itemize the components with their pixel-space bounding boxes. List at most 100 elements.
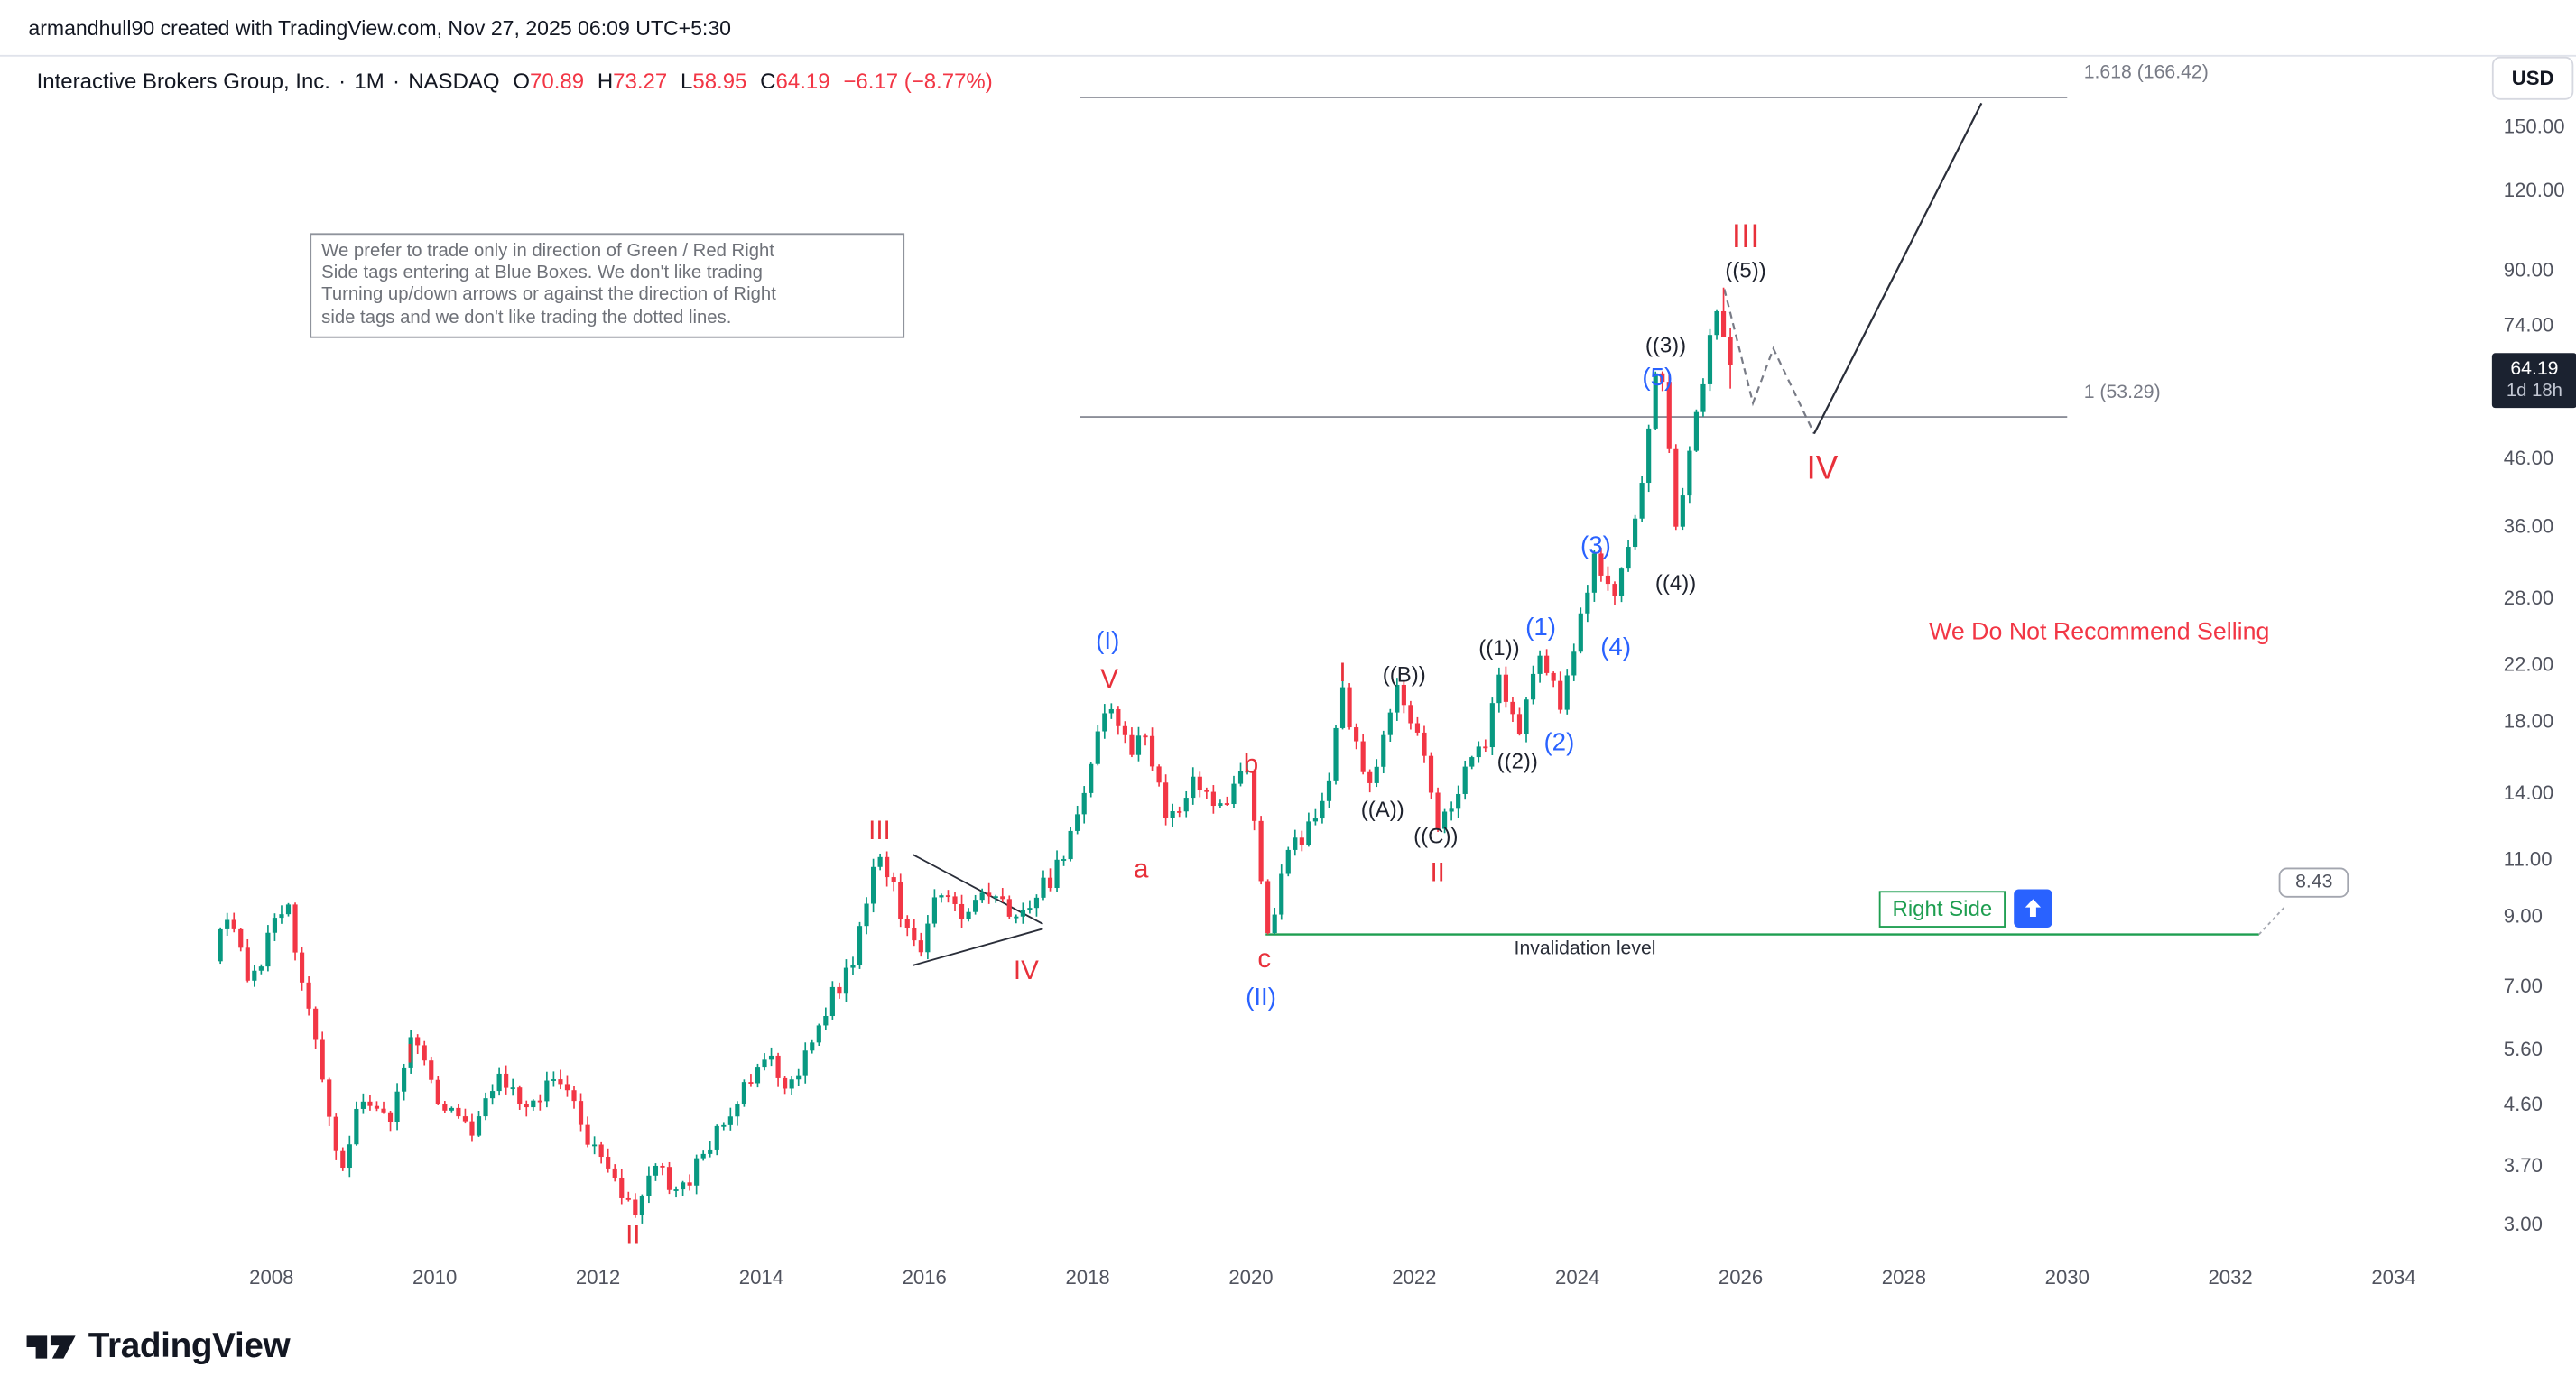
note-line: Turning up/down arrows or against the di… bbox=[321, 285, 776, 306]
price-tick-label: 46.00 bbox=[2503, 446, 2554, 470]
note-line: We prefer to trade only in direction of … bbox=[321, 241, 774, 262]
fib-level-label: 1.618 (166.42) bbox=[2083, 64, 2209, 85]
wave-label: (1) bbox=[1525, 614, 1557, 642]
candle-body bbox=[1524, 699, 1529, 734]
candle-body bbox=[218, 928, 223, 962]
candle-body bbox=[544, 1080, 550, 1102]
candle-body bbox=[885, 856, 890, 878]
wave-label: IV bbox=[1806, 450, 1839, 487]
candle-body bbox=[517, 1087, 523, 1104]
candle-body bbox=[1135, 735, 1142, 755]
tradingview-logo[interactable]: TradingView bbox=[26, 1327, 291, 1367]
candle-body bbox=[449, 1107, 454, 1111]
price-tick-label: 36.00 bbox=[2503, 515, 2554, 539]
wave-label: c bbox=[1257, 946, 1272, 975]
invalidation-level-label: Invalidation level bbox=[1514, 938, 1656, 960]
symbol-info-row[interactable]: Interactive Brokers Group, Inc. · 1M · NASDA… bbox=[37, 69, 993, 94]
symbol-exchange: NASDAQ bbox=[408, 68, 500, 94]
candle-body bbox=[1326, 780, 1332, 801]
price-tick-label: 120.00 bbox=[2503, 177, 2565, 201]
price-tick-label: 14.00 bbox=[2503, 780, 2554, 804]
time-tick-label: 2022 bbox=[1392, 1265, 1437, 1289]
candle-body bbox=[1510, 701, 1515, 715]
candle-body bbox=[1068, 830, 1073, 860]
time-axis[interactable] bbox=[0, 1254, 2576, 1304]
candle-body bbox=[973, 900, 978, 912]
candle-body bbox=[415, 1037, 421, 1046]
candle-body bbox=[578, 1101, 584, 1125]
price-tag-connector bbox=[2258, 907, 2285, 936]
candle-body bbox=[1408, 705, 1413, 724]
candle-body bbox=[1428, 755, 1434, 793]
symbol-title[interactable]: Interactive Brokers Group, Inc. bbox=[36, 68, 330, 94]
candle-body bbox=[531, 1100, 536, 1108]
candle-body bbox=[1551, 672, 1556, 681]
candle-body bbox=[939, 895, 944, 898]
candle-body bbox=[1265, 881, 1271, 934]
candle-body bbox=[1489, 703, 1495, 748]
candle-body bbox=[1476, 746, 1481, 758]
candle-body bbox=[524, 1104, 529, 1108]
candle-body bbox=[612, 1168, 617, 1178]
candle-body bbox=[748, 1082, 754, 1084]
candle-body bbox=[606, 1157, 611, 1169]
candle-body bbox=[979, 892, 985, 901]
time-tick-label: 2018 bbox=[1065, 1265, 1110, 1289]
candle-body bbox=[258, 966, 264, 971]
candle-body bbox=[1456, 793, 1461, 809]
analyst-note-box[interactable]: We prefer to trade only in direction of … bbox=[310, 233, 905, 338]
candle-body bbox=[381, 1108, 386, 1113]
candle-body bbox=[1612, 584, 1617, 596]
candle-body bbox=[402, 1067, 407, 1092]
candle-body bbox=[496, 1073, 502, 1092]
candle-body bbox=[504, 1073, 509, 1088]
candle-body bbox=[598, 1144, 604, 1158]
candle-body bbox=[1191, 776, 1196, 799]
candle-body bbox=[789, 1079, 794, 1089]
candle-body bbox=[1687, 450, 1692, 496]
candle-body bbox=[1224, 803, 1230, 805]
price-tick-label: 7.00 bbox=[2503, 975, 2543, 999]
candle-body bbox=[585, 1124, 590, 1145]
candle-body bbox=[1633, 518, 1638, 548]
candle-body bbox=[340, 1150, 346, 1169]
candle-body bbox=[633, 1199, 638, 1215]
candle-body bbox=[592, 1144, 598, 1147]
wave-label: (2) bbox=[1543, 728, 1575, 757]
candle-body bbox=[870, 866, 876, 904]
candle-body bbox=[775, 1055, 781, 1078]
candle-body bbox=[1585, 592, 1590, 614]
candle-body bbox=[1108, 708, 1114, 714]
candle-body bbox=[347, 1144, 352, 1169]
up-arrow-button[interactable] bbox=[2014, 889, 2052, 928]
price-tick-label: 74.00 bbox=[2503, 313, 2554, 337]
candle-body bbox=[653, 1165, 659, 1176]
attribution-text: armandhull90 created with TradingView.co… bbox=[28, 15, 732, 40]
close-value: 64.19 bbox=[775, 68, 830, 94]
open-label: O bbox=[513, 68, 531, 94]
candle-body bbox=[1381, 734, 1386, 767]
last-price-value: 64.19 bbox=[2510, 359, 2559, 380]
wave-label: IV bbox=[1013, 957, 1039, 986]
candle-body bbox=[1503, 674, 1508, 702]
symbol-interval[interactable]: 1M bbox=[354, 68, 385, 94]
time-tick-label: 2032 bbox=[2208, 1265, 2253, 1289]
candle-body bbox=[1700, 383, 1706, 412]
candle-body bbox=[1075, 814, 1080, 831]
candle-body bbox=[469, 1121, 475, 1136]
currency-button[interactable]: USD bbox=[2491, 56, 2574, 100]
candle-body bbox=[1571, 651, 1577, 676]
candle-body bbox=[850, 965, 856, 968]
right-side-tag[interactable]: Right Side bbox=[1878, 890, 2006, 928]
wave-label: (3) bbox=[1580, 531, 1611, 561]
wave-label: II bbox=[625, 1222, 641, 1251]
candle-body bbox=[714, 1125, 719, 1150]
candle-body bbox=[1272, 914, 1277, 934]
wave-label: ((A)) bbox=[1360, 797, 1404, 822]
candle-body bbox=[1618, 568, 1625, 596]
separator-dot: · bbox=[392, 68, 401, 94]
candle-body bbox=[231, 919, 236, 929]
invalidation-price-tag: 8.43 bbox=[2278, 867, 2349, 898]
